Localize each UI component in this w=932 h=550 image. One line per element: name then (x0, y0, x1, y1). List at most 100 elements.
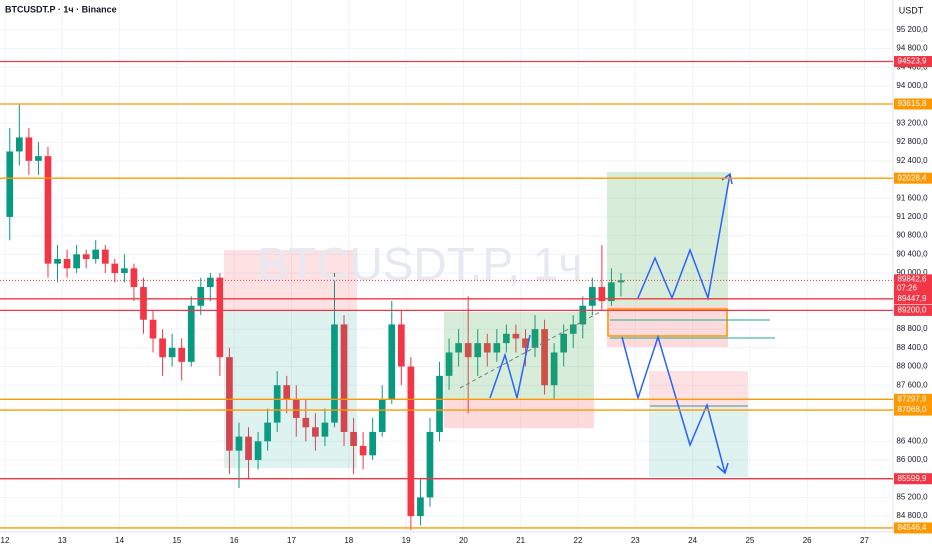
candle-body (254, 441, 262, 461)
candle-body (54, 258, 61, 264)
level-badge (894, 404, 932, 416)
axis-unit: USDT (899, 5, 924, 15)
candle-body (493, 343, 501, 353)
x-tick-label: 15 (172, 536, 181, 545)
candle-body (569, 324, 577, 334)
candle-body (178, 347, 186, 362)
candle-body (15, 137, 23, 152)
last-price-badge (894, 274, 932, 295)
level-label: 87297,9 (898, 394, 927, 403)
trend-line (459, 311, 601, 389)
path-arrow (621, 334, 726, 474)
y-tick-label: 86 400,0 (896, 436, 928, 445)
level-badge (894, 393, 932, 405)
level-label: 89447,9 (898, 294, 927, 303)
candle-body (359, 445, 367, 456)
level-badge (894, 293, 932, 305)
x-tick-label: 22 (574, 536, 583, 545)
candle-body (321, 422, 329, 437)
candle-body (436, 375, 443, 432)
x-tick-label: 13 (58, 536, 67, 545)
countdown: 07:26 (897, 283, 918, 292)
candle-body (397, 324, 405, 367)
candle-body (25, 137, 33, 161)
candle-body (121, 268, 128, 274)
x-tick-label: 12 (1, 536, 10, 545)
level-badge (894, 172, 932, 184)
level-label: 93615,8 (898, 99, 927, 108)
zone-box (607, 308, 728, 337)
candle-body (598, 287, 606, 302)
candle-body (407, 366, 415, 517)
candle-body (426, 431, 434, 498)
candle-body (6, 151, 14, 217)
watermark: BTCUSDT.P, 1ч (258, 238, 583, 290)
candle-body (312, 427, 319, 437)
y-tick-label: 94 000,0 (896, 81, 928, 90)
candle-body (63, 258, 71, 269)
x-tick-label: 21 (516, 536, 525, 545)
x-tick-label: 17 (287, 536, 296, 545)
candle-body (550, 352, 558, 386)
level-badge (894, 473, 932, 485)
long-stop-zone (444, 400, 594, 428)
level-badge (894, 522, 932, 534)
level-label: 84546,4 (898, 523, 927, 532)
candle-body (44, 156, 52, 264)
x-tick-label: 27 (860, 536, 869, 545)
candle-body (522, 338, 529, 348)
candle-body (350, 431, 357, 446)
level-label: 94523,9 (898, 57, 927, 66)
x-tick-label: 18 (344, 536, 353, 545)
candle-body (617, 280, 625, 283)
long-stop-zone (607, 305, 728, 347)
candle-body (512, 333, 520, 339)
long-target-zone (607, 172, 728, 305)
candle-body (331, 324, 338, 423)
plot-layer (0, 0, 893, 532)
candle-body (503, 333, 510, 344)
y-tick-label: 88 800,0 (896, 324, 928, 333)
candle-body (588, 287, 596, 306)
candle-body (455, 343, 462, 353)
x-tick-label: 24 (688, 536, 697, 545)
y-tick-label: 93 200,0 (896, 119, 928, 128)
candle-body (159, 338, 166, 358)
y-tick-label: 91 600,0 (896, 193, 928, 202)
x-tick-label: 16 (230, 536, 239, 545)
drawings (224, 172, 775, 477)
candle-body (101, 249, 109, 264)
symbol-header: BTCUSDT.P · 1ч · Binance (5, 4, 117, 14)
y-tick-label: 90 400,0 (896, 249, 928, 258)
candle-body (245, 436, 252, 461)
candle-body (140, 287, 147, 320)
candle-body (474, 343, 482, 358)
candle-body (149, 319, 157, 339)
level-badge (894, 56, 932, 68)
path-arrow (637, 173, 731, 301)
short-target-zone (649, 405, 748, 477)
level-badge (894, 304, 932, 316)
y-tick-label: 88 000,0 (896, 362, 928, 371)
y-tick-label: 85 200,0 (896, 493, 928, 502)
y-tick-label: 92 800,0 (896, 137, 928, 146)
y-tick-label: 92 400,0 (896, 156, 928, 165)
candle-body (579, 305, 587, 325)
candle-body (369, 431, 377, 456)
y-tick-label: 91 200,0 (896, 212, 928, 221)
candle-body (378, 399, 386, 432)
candle-body (264, 422, 271, 442)
arrow-head (716, 462, 729, 475)
candle-body (464, 343, 472, 358)
candle-body (388, 324, 396, 400)
x-tick-label: 20 (459, 536, 468, 545)
last-price-label: 89842,6 (898, 274, 927, 283)
x-tick-label: 26 (803, 536, 812, 545)
y-tick-label: 86 000,0 (896, 455, 928, 464)
candle-body (608, 282, 615, 302)
candle-body (560, 333, 568, 353)
candle-body (206, 277, 214, 288)
level-label: 89200,0 (898, 306, 927, 315)
candle-body (541, 329, 548, 386)
